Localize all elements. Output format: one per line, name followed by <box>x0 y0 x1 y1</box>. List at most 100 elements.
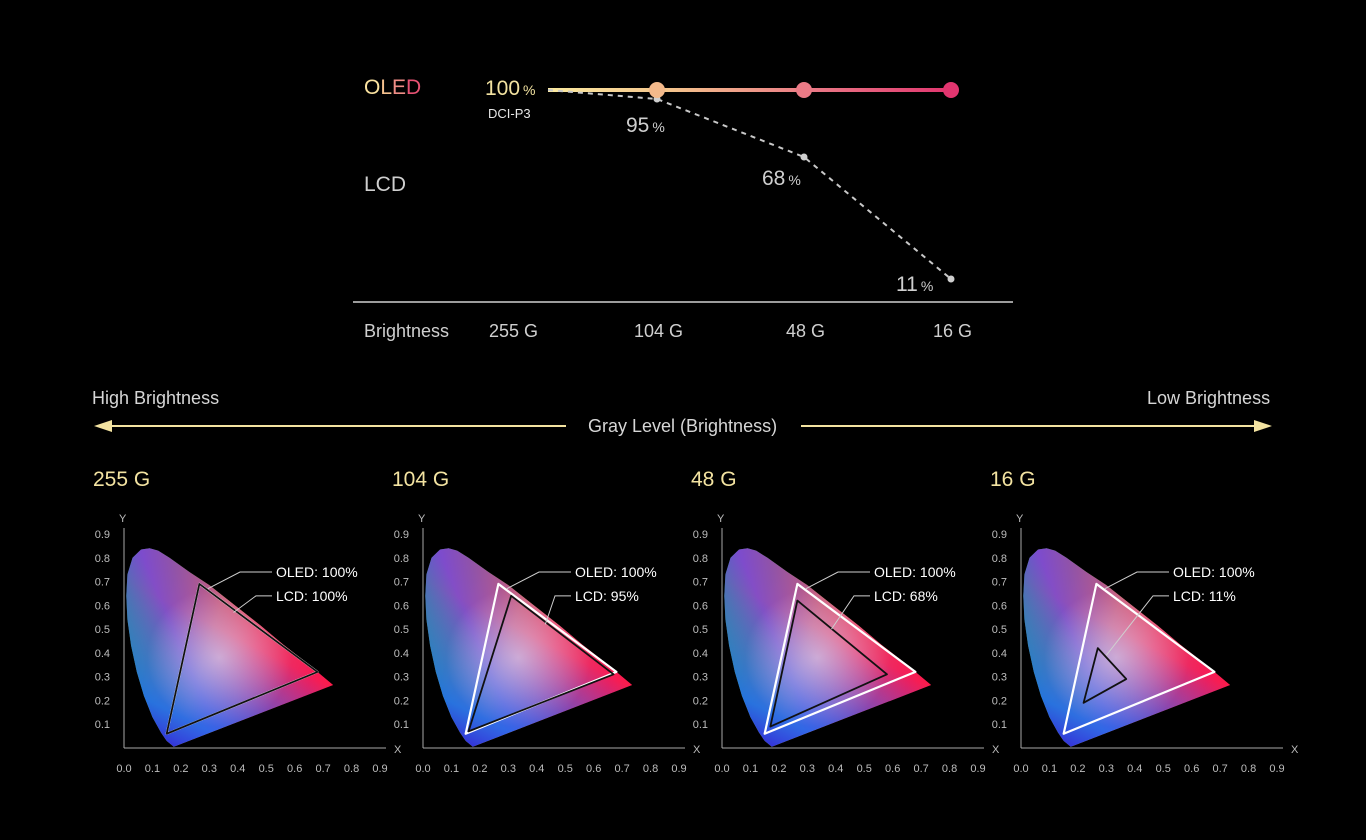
y-axis-letter: Y <box>119 513 127 525</box>
y-tick-label: 0.3 <box>693 672 708 684</box>
x-tick-label: 0.4 <box>828 763 843 775</box>
y-tick-label: 0.5 <box>95 624 110 636</box>
oled-point-48g <box>796 82 812 98</box>
x-tick-label: 0.1 <box>1042 763 1057 775</box>
x-tick-label: 0.0 <box>415 763 430 775</box>
brightness-line-chart <box>353 82 1013 303</box>
y-tick-label: 0.6 <box>95 600 110 612</box>
lcd-value-label-16: 11% <box>896 273 934 296</box>
y-axis-letter: Y <box>717 513 725 525</box>
cie-diagram-panels: X Y 0.0 0.1 0.2 0.3 0.4 0.5 0.6 0.7 0.8 0.9 0.1 0.2 0.… <box>95 513 1299 775</box>
x-tick-label: 0.2 <box>1070 763 1085 775</box>
x-tick-label: 0.2 <box>771 763 786 775</box>
x-tick-label: 0.6 <box>1184 763 1199 775</box>
y-tick-label: 0.1 <box>693 719 708 731</box>
locus-white-point <box>126 548 334 747</box>
lcd-value-label-104: 95% <box>626 114 665 137</box>
lcd-value-label-48: 68% <box>762 167 801 190</box>
x-axis-letter: X <box>1291 744 1299 756</box>
x-tick-label: 0.1 <box>145 763 160 775</box>
x-tick-label: 0.8 <box>344 763 359 775</box>
cie-panel-48g: X Y 0.0 0.1 0.2 0.3 0.4 0.5 0.6 0.7 0.8 0.9 0.1 0.2 0.… <box>693 513 1000 775</box>
high-brightness-label: High Brightness <box>92 388 220 408</box>
y-tick-label: 0.9 <box>394 529 409 541</box>
y-tick-label: 0.3 <box>95 672 110 684</box>
x-tick-label: 0.7 <box>315 763 330 775</box>
y-tick-label: 0.6 <box>394 600 409 612</box>
y-tick-label: 0.4 <box>394 648 409 660</box>
y-tick-label: 0.4 <box>693 648 708 660</box>
x-tick-label: 0.8 <box>942 763 957 775</box>
x-tick-label: 0.4 <box>1127 763 1142 775</box>
lcd-leader-line <box>544 595 571 625</box>
oled-row-label: OLED <box>364 76 421 100</box>
y-axis-letter: Y <box>1016 513 1024 525</box>
y-tick-label: 0.2 <box>95 695 110 707</box>
y-tick-label: 0.6 <box>693 600 708 612</box>
y-tick-label: 0.7 <box>394 577 409 589</box>
arrow-head-right <box>1254 420 1272 432</box>
x-tick-label: 0.3 <box>800 763 815 775</box>
x-tick-label: 0.9 <box>671 763 686 775</box>
oled-coverage-label: OLED: 100% <box>276 564 358 580</box>
y-tick-label: 0.6 <box>992 600 1007 612</box>
x-tick-label: 0.8 <box>1241 763 1256 775</box>
x-tick-label: 0.0 <box>116 763 131 775</box>
lcd-gamut-triangle <box>769 599 888 728</box>
lcd-leader-line <box>831 595 870 630</box>
x-tick-label: 0.7 <box>614 763 629 775</box>
y-tick-label: 0.2 <box>394 695 409 707</box>
gray-level-label: Gray Level (Brightness) <box>588 416 778 436</box>
lcd-gamut-triangle <box>165 583 319 735</box>
x-tick-label: 0.9 <box>1269 763 1284 775</box>
oled-leader-line <box>207 571 272 590</box>
y-tick-label: 0.3 <box>394 672 409 684</box>
oled-leader-line <box>506 571 571 590</box>
reference-label: DCI-P3 <box>488 106 531 121</box>
lcd-coverage-label: LCD: 68% <box>874 588 938 604</box>
arrow-head-left <box>94 420 112 432</box>
lcd-leader-line <box>233 595 272 613</box>
y-tick-label: 0.1 <box>95 719 110 731</box>
lcd-coverage-label: LCD: 11% <box>1173 588 1236 604</box>
y-tick-label: 0.1 <box>394 719 409 731</box>
locus-white-point <box>1023 548 1231 747</box>
y-tick-label: 0.5 <box>693 624 708 636</box>
oled-gamut-triangle <box>763 582 917 735</box>
lcd-row-label: LCD <box>364 173 407 196</box>
oled-coverage-label: OLED: 100% <box>1173 564 1255 580</box>
panel-title-16g: 16 G <box>990 468 1036 491</box>
x-axis-letter: X <box>992 744 1000 756</box>
y-tick-label: 0.7 <box>992 577 1007 589</box>
x-tick-label: 0.7 <box>913 763 928 775</box>
x-tick-label: 0.2 <box>173 763 188 775</box>
oled-leader-line <box>805 571 870 590</box>
y-tick-label: 0.3 <box>992 672 1007 684</box>
x-tick-16g: 16 G <box>933 321 973 341</box>
x-axis-letter: X <box>693 744 701 756</box>
cie-panel-104g: X Y 0.0 0.1 0.2 0.3 0.4 0.5 0.6 0.7 0.8 0.9 0.1 0.2 0.… <box>394 513 701 775</box>
lcd-leader-line <box>1105 595 1169 656</box>
oled-gamut-triangle <box>1062 582 1216 735</box>
oled-coverage-label: OLED: 100% <box>575 564 657 580</box>
x-tick-label: 0.5 <box>558 763 573 775</box>
lcd-series-line <box>547 89 952 280</box>
x-tick-label: 0.8 <box>643 763 658 775</box>
x-tick-label: 0.6 <box>586 763 601 775</box>
x-tick-label: 0.9 <box>970 763 985 775</box>
x-tick-label: 0.3 <box>202 763 217 775</box>
panel-title-255g: 255 G <box>93 468 151 491</box>
oled-series-name: OLED <box>364 76 422 99</box>
lcd-gamut-triangle <box>1082 647 1128 704</box>
panel-title-48g: 48 G <box>691 468 737 491</box>
oled-point-104g <box>649 82 665 98</box>
y-tick-label: 0.8 <box>394 553 409 565</box>
y-tick-label: 0.5 <box>992 624 1007 636</box>
x-tick-label: 0.5 <box>259 763 274 775</box>
lcd-gamut-triangle <box>467 594 615 733</box>
locus-white-point <box>425 548 633 747</box>
x-tick-label: 0.5 <box>857 763 872 775</box>
lcd-point-48g <box>800 153 808 161</box>
x-tick-label: 0.0 <box>714 763 729 775</box>
